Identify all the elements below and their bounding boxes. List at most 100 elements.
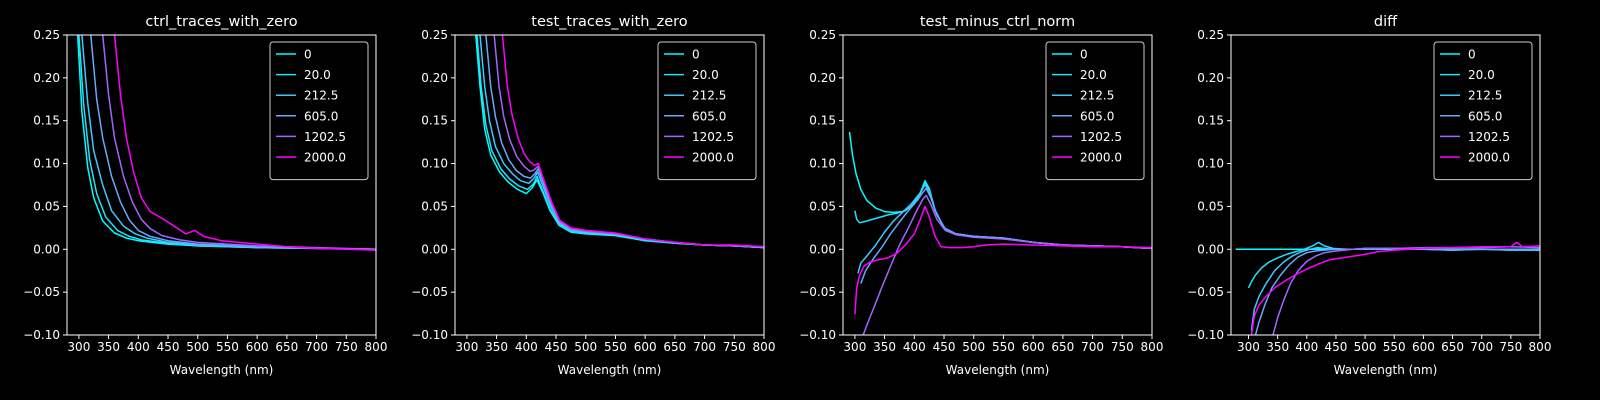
series-line-2000.0 (113, 35, 376, 251)
legend-label: 20.0 (1468, 68, 1495, 82)
x-tick-label: 300 (455, 340, 478, 354)
x-tick-label: 700 (305, 340, 328, 354)
y-tick-label: 0.15 (1197, 114, 1224, 128)
legend-label: 0 (304, 48, 312, 62)
legend-label: 1202.5 (692, 130, 734, 144)
legend-label: 212.5 (304, 89, 338, 103)
y-tick-label: 0.05 (809, 199, 836, 213)
y-tick-label: 0.10 (809, 157, 836, 171)
x-axis-label: Wavelength (nm) (170, 363, 274, 377)
y-tick-label: 0.25 (33, 28, 60, 42)
y-tick-label: −0.05 (23, 285, 60, 299)
chart-title: ctrl_traces_with_zero (145, 14, 297, 30)
x-tick-label: 350 (873, 340, 896, 354)
chart-title: test_traces_with_zero (531, 14, 688, 30)
y-tick-label: 0.05 (421, 199, 448, 213)
legend-label: 2000.0 (1468, 151, 1510, 165)
legend-box (1433, 41, 1533, 181)
x-tick-label: 450 (1324, 340, 1347, 354)
legend-label: 1202.5 (304, 130, 346, 144)
legend: 0 20.0 212.5 605.0 1202.5 2000.0 (657, 41, 757, 181)
x-tick-label: 750 (335, 340, 358, 354)
y-tick-label: 0.10 (421, 157, 448, 171)
legend-label: 2000.0 (1080, 151, 1122, 165)
series-line-605.0 (90, 35, 376, 251)
x-tick-label: 700 (1081, 340, 1104, 354)
y-tick-label: −0.05 (411, 285, 448, 299)
y-tick-label: −0.10 (799, 328, 836, 342)
axes-frame (1230, 34, 1541, 336)
legend-label: 0 (1080, 48, 1088, 62)
x-tick-label: 400 (903, 340, 926, 354)
x-tick-label: 350 (97, 340, 120, 354)
series-line-1202.5 (101, 35, 376, 251)
x-tick-label: 750 (1499, 340, 1522, 354)
legend-label: 1202.5 (1468, 130, 1510, 144)
y-tick-label: 0.20 (1197, 71, 1224, 85)
series-group (475, 35, 764, 249)
series-group (1235, 241, 1540, 335)
x-axis-label: Wavelength (nm) (558, 363, 662, 377)
series-group (848, 131, 1152, 335)
legend-label: 20.0 (304, 68, 331, 82)
chart-title: test_minus_ctrl_norm (920, 14, 1075, 30)
x-tick-label: 600 (246, 340, 269, 354)
x-tick-label: 800 (1141, 340, 1164, 354)
legend-box (1045, 41, 1145, 181)
legend-label: 2000.0 (304, 151, 346, 165)
legend-label: 605.0 (692, 109, 726, 123)
x-tick-label: 650 (275, 340, 298, 354)
y-tick-label: −0.10 (411, 328, 448, 342)
series-line-212.5 (81, 35, 376, 251)
y-tick-label: 0.20 (421, 71, 448, 85)
x-tick-label: 550 (604, 340, 627, 354)
y-tick-label: 0.25 (1197, 28, 1224, 42)
legend: 0 20.0 212.5 605.0 1202.5 2000.0 (1045, 41, 1145, 181)
axes-frame (454, 34, 765, 336)
x-tick-label: 600 (1412, 340, 1435, 354)
x-tick-label: 600 (1022, 340, 1045, 354)
x-tick-label: 700 (693, 340, 716, 354)
series-group (76, 35, 376, 251)
x-tick-label: 300 (843, 340, 866, 354)
x-tick-label: 500 (962, 340, 985, 354)
x-tick-label: 350 (485, 340, 508, 354)
legend-box (657, 41, 757, 181)
series-line-1202.5 (862, 194, 1152, 335)
legend-label: 20.0 (1080, 68, 1107, 82)
y-tick-label: 0.00 (1197, 242, 1224, 256)
y-tick-label: −0.05 (1187, 285, 1224, 299)
legend-label: 605.0 (1080, 109, 1114, 123)
y-tick-label: 0.15 (421, 114, 448, 128)
x-axis-label: Wavelength (nm) (946, 363, 1050, 377)
x-tick-label: 800 (1529, 340, 1552, 354)
chart-panel-3: 300 350 400 450 500 550 600 650 700 750 800 −0.10 −0… (1187, 14, 1551, 377)
x-tick-label: 350 (1266, 340, 1289, 354)
y-tick-label: −0.10 (1187, 328, 1224, 342)
legend-label: 0 (692, 48, 700, 62)
x-tick-label: 300 (1237, 340, 1260, 354)
y-tick-label: 0.15 (33, 114, 60, 128)
axes-frame (66, 34, 377, 336)
x-tick-label: 500 (1354, 340, 1377, 354)
chart-panel-2: 300 350 400 450 500 550 600 650 700 750 800 −0.10 −0… (799, 14, 1163, 377)
x-tick-label: 450 (933, 340, 956, 354)
x-tick-label: 650 (1051, 340, 1074, 354)
y-tick-label: 0.20 (33, 71, 60, 85)
chart-panel-1: 300 350 400 450 500 550 600 650 700 750 800 −0.10 −0… (411, 14, 775, 377)
y-tick-label: 0.25 (809, 28, 836, 42)
legend-label: 605.0 (304, 109, 338, 123)
x-tick-label: 300 (67, 340, 90, 354)
x-tick-label: 600 (634, 340, 657, 354)
series-line-212.5 (1250, 246, 1540, 331)
x-tick-label: 400 (515, 340, 538, 354)
y-tick-label: 0.00 (33, 242, 60, 256)
y-tick-label: 0.05 (1197, 199, 1224, 213)
y-tick-label: 0.10 (1197, 157, 1224, 171)
x-tick-label: 550 (992, 340, 1015, 354)
legend-label: 0 (1468, 48, 1476, 62)
y-tick-label: −0.05 (799, 285, 836, 299)
y-tick-label: 0.15 (809, 114, 836, 128)
x-tick-label: 400 (127, 340, 150, 354)
